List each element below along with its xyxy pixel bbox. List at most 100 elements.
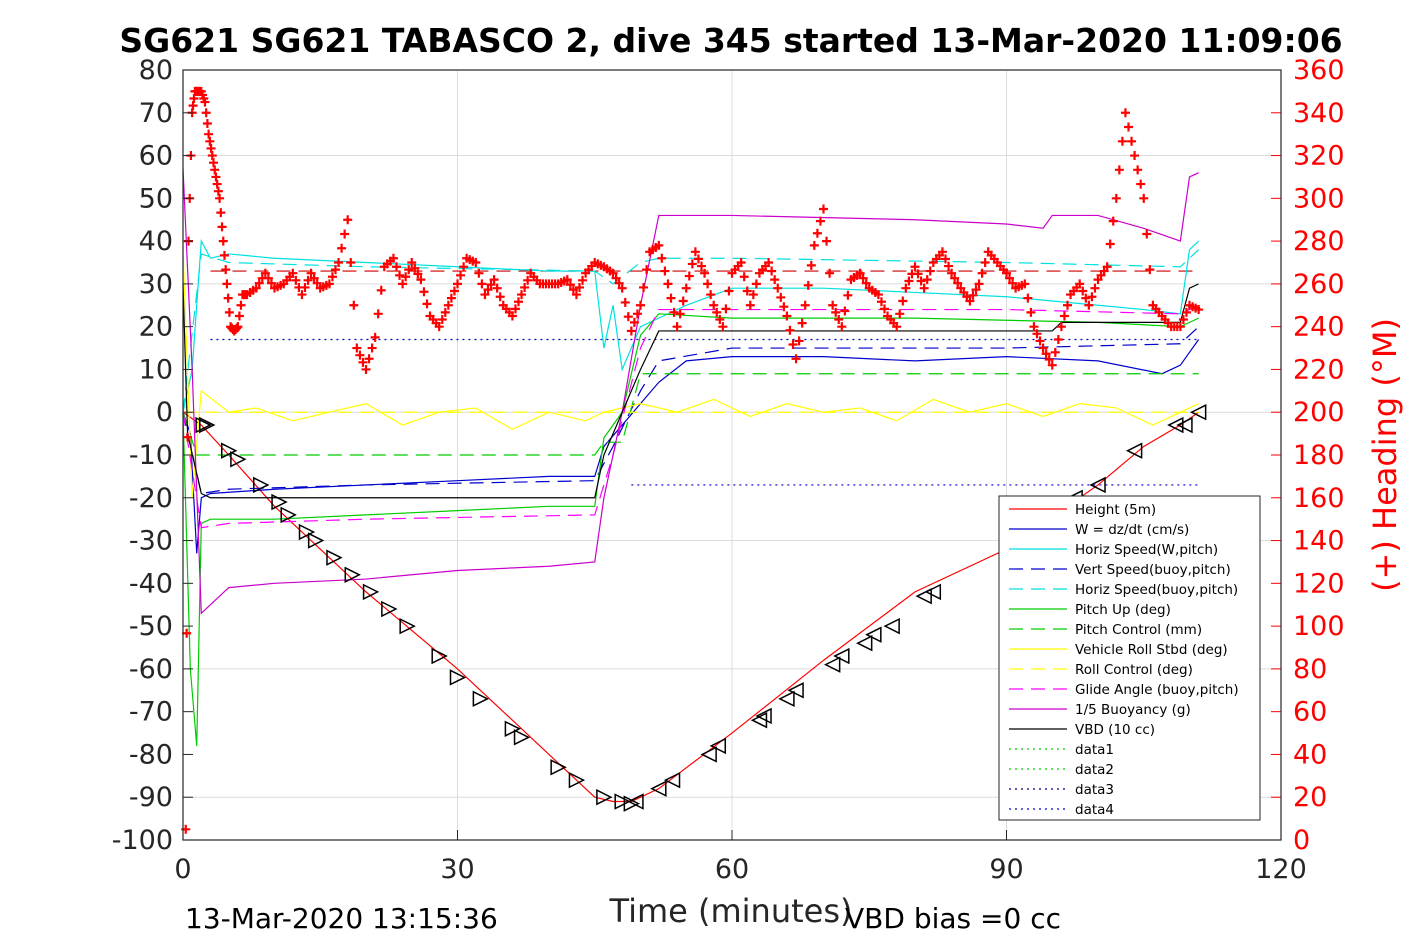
heading-point (233, 322, 243, 332)
heading-point (486, 280, 496, 290)
heading-point (1081, 293, 1091, 303)
heading-point (623, 312, 633, 322)
heading-point (297, 290, 307, 300)
right-tick-label: 40 (1293, 739, 1327, 770)
heading-point (395, 270, 405, 280)
heading-point (407, 258, 417, 267)
heading-point (947, 268, 957, 278)
heading-point (1084, 300, 1094, 310)
heading-point (183, 432, 193, 442)
heading-point (965, 296, 975, 306)
heading-point (1142, 229, 1152, 239)
heading-point (413, 269, 423, 279)
heading-point (901, 283, 911, 293)
depth-marker-up (663, 771, 681, 789)
legend-label: data2 (1075, 762, 1114, 778)
heading-point (977, 268, 987, 278)
right-tick-label: 0 (1293, 825, 1310, 856)
heading-point (1075, 279, 1085, 289)
heading-point (234, 311, 244, 321)
depth-marker-down (230, 451, 247, 468)
y-tick-label: -30 (129, 526, 173, 557)
heading-point (1035, 336, 1045, 346)
heading-point (404, 265, 414, 275)
depth-marker-down (307, 532, 325, 549)
heading-point (437, 315, 447, 325)
heading-point (1117, 136, 1127, 146)
legend-label: W = dz/dt (cm/s) (1075, 522, 1189, 538)
legend-label: data1 (1075, 742, 1114, 758)
heading-point (831, 307, 841, 317)
heading-point (1056, 322, 1066, 332)
heading-point (334, 258, 344, 267)
series-line (182, 326, 1200, 495)
heading-point (1078, 286, 1088, 296)
series-line (182, 238, 1200, 413)
heading-point (182, 628, 192, 638)
heading-point (626, 326, 636, 336)
heading-point (880, 304, 889, 314)
heading-point (779, 302, 789, 312)
legend-label: Vehicle Roll Stbd (deg) (1075, 642, 1228, 658)
heading-point (800, 300, 810, 310)
heading-point (204, 129, 214, 139)
right-tick-label: 140 (1293, 526, 1345, 557)
heading-point (1124, 122, 1133, 132)
y-tick-label: -40 (129, 568, 173, 599)
heading-point (1102, 262, 1112, 272)
heading-point (828, 300, 838, 310)
heading-point (1008, 278, 1018, 288)
heading-point (459, 262, 469, 272)
heading-point (666, 293, 676, 303)
series-line (182, 168, 1199, 615)
heading-point (376, 285, 386, 295)
heading-point (840, 306, 850, 316)
y-tick-label: 50 (139, 183, 173, 214)
depth-marker-down (381, 600, 398, 618)
right-tick-label: 60 (1293, 697, 1327, 728)
heading-point (751, 279, 761, 289)
heading-point (922, 275, 932, 285)
depth-marker-up (924, 583, 942, 601)
heading-point (1194, 305, 1204, 315)
legend-label: Vert Speed(buoy,pitch) (1075, 562, 1231, 578)
heading-point (794, 336, 804, 346)
heading-point (632, 309, 642, 319)
heading-point (739, 272, 749, 282)
right-tick-label: 20 (1293, 782, 1327, 813)
grid-lines (182, 70, 1282, 840)
heading-point (1090, 283, 1100, 293)
depth-marker-down (221, 442, 238, 459)
depth-marker-down (568, 771, 586, 789)
heading-point (678, 296, 688, 306)
depth-marker-down (399, 617, 416, 635)
depth-marker-up (1167, 416, 1184, 434)
right-tick-label: 180 (1293, 440, 1345, 471)
heading-point (1145, 265, 1155, 275)
depth-marker-down (199, 416, 216, 434)
heading-point (507, 311, 517, 321)
right-tick-label: 260 (1293, 269, 1345, 300)
y-tick-label: 0 (156, 397, 173, 428)
right-tick-label: 100 (1293, 611, 1345, 642)
heading-point (562, 275, 572, 285)
heading-point (675, 309, 685, 319)
heading-point (636, 300, 645, 310)
legend: Height (5m) W = dz/dt (cm/s) Horiz Speed(W… (998, 495, 1261, 821)
heading-point (398, 279, 408, 289)
y-tick-label: 30 (139, 269, 173, 300)
heading-point (388, 253, 398, 263)
y-tick-label: -20 (129, 483, 173, 514)
axes: 0 30 60 90 12080706050403020100-10-20-30-40-… (112, 55, 1345, 885)
heading-point (568, 285, 578, 295)
heading-point (916, 276, 926, 286)
heading-point (492, 283, 502, 293)
y-tick-label: 20 (139, 312, 173, 343)
legend-label: Roll Control (deg) (1075, 662, 1193, 678)
heading-point (254, 278, 264, 288)
heading-point (910, 262, 920, 272)
heading-point (410, 263, 420, 273)
heading-point (892, 322, 902, 332)
heading-point (672, 322, 682, 332)
heading-point (1063, 300, 1072, 310)
